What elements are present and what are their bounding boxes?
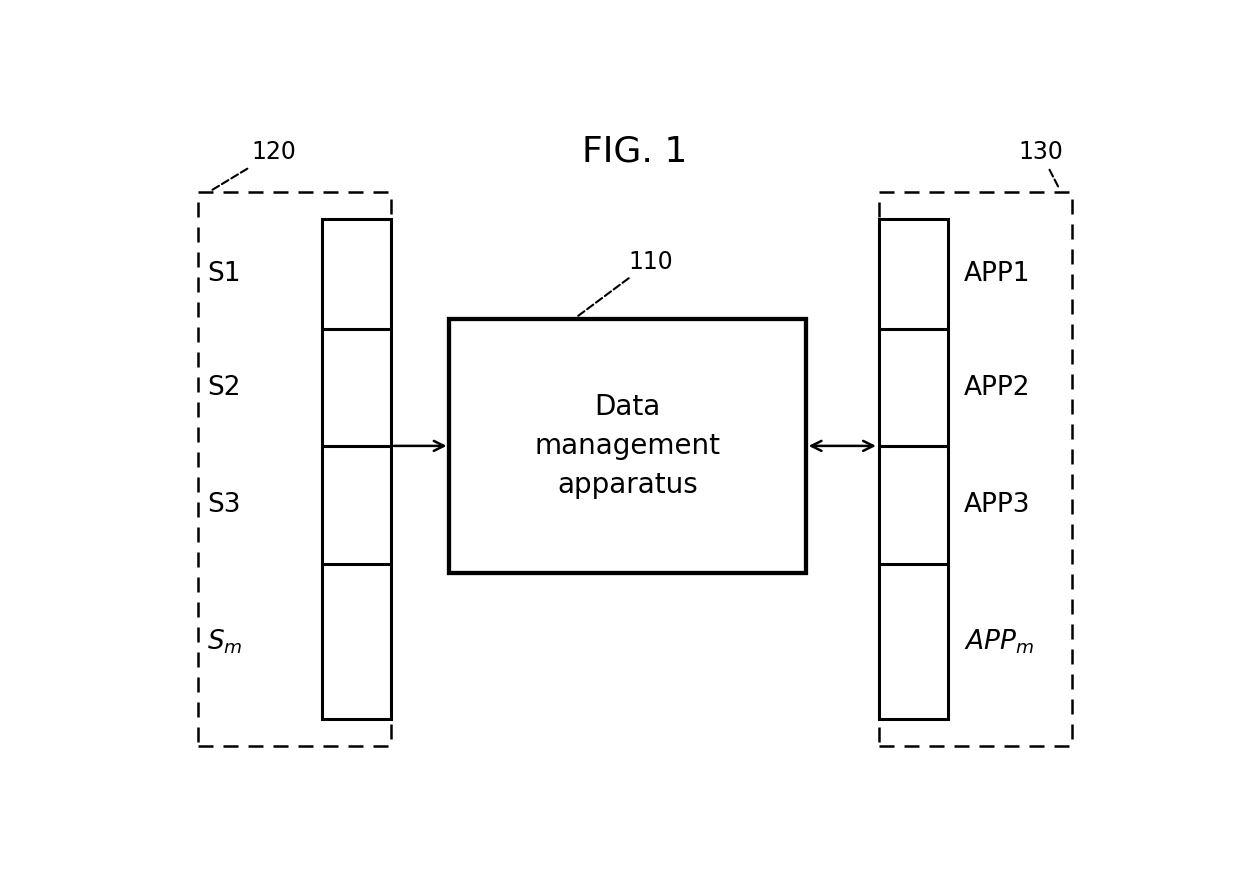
Text: $S_m$: $S_m$ bbox=[207, 627, 243, 656]
Text: Data
management
apparatus: Data management apparatus bbox=[534, 392, 721, 499]
Text: APP2: APP2 bbox=[964, 375, 1031, 400]
Bar bbox=[450, 319, 805, 573]
Text: S1: S1 bbox=[207, 260, 240, 287]
Bar bbox=[878, 191, 1073, 746]
Text: 110: 110 bbox=[576, 250, 673, 317]
Text: S2: S2 bbox=[207, 375, 240, 400]
Text: S3: S3 bbox=[207, 493, 240, 518]
Text: 120: 120 bbox=[212, 141, 296, 190]
Text: 130: 130 bbox=[1018, 141, 1063, 190]
Text: $APP_m$: $APP_m$ bbox=[964, 627, 1035, 656]
Text: APP1: APP1 bbox=[964, 260, 1031, 287]
Text: APP3: APP3 bbox=[964, 493, 1031, 518]
Bar bbox=[197, 191, 392, 746]
Bar bbox=[878, 219, 949, 719]
Text: FIG. 1: FIG. 1 bbox=[582, 134, 688, 168]
Bar bbox=[321, 219, 392, 719]
